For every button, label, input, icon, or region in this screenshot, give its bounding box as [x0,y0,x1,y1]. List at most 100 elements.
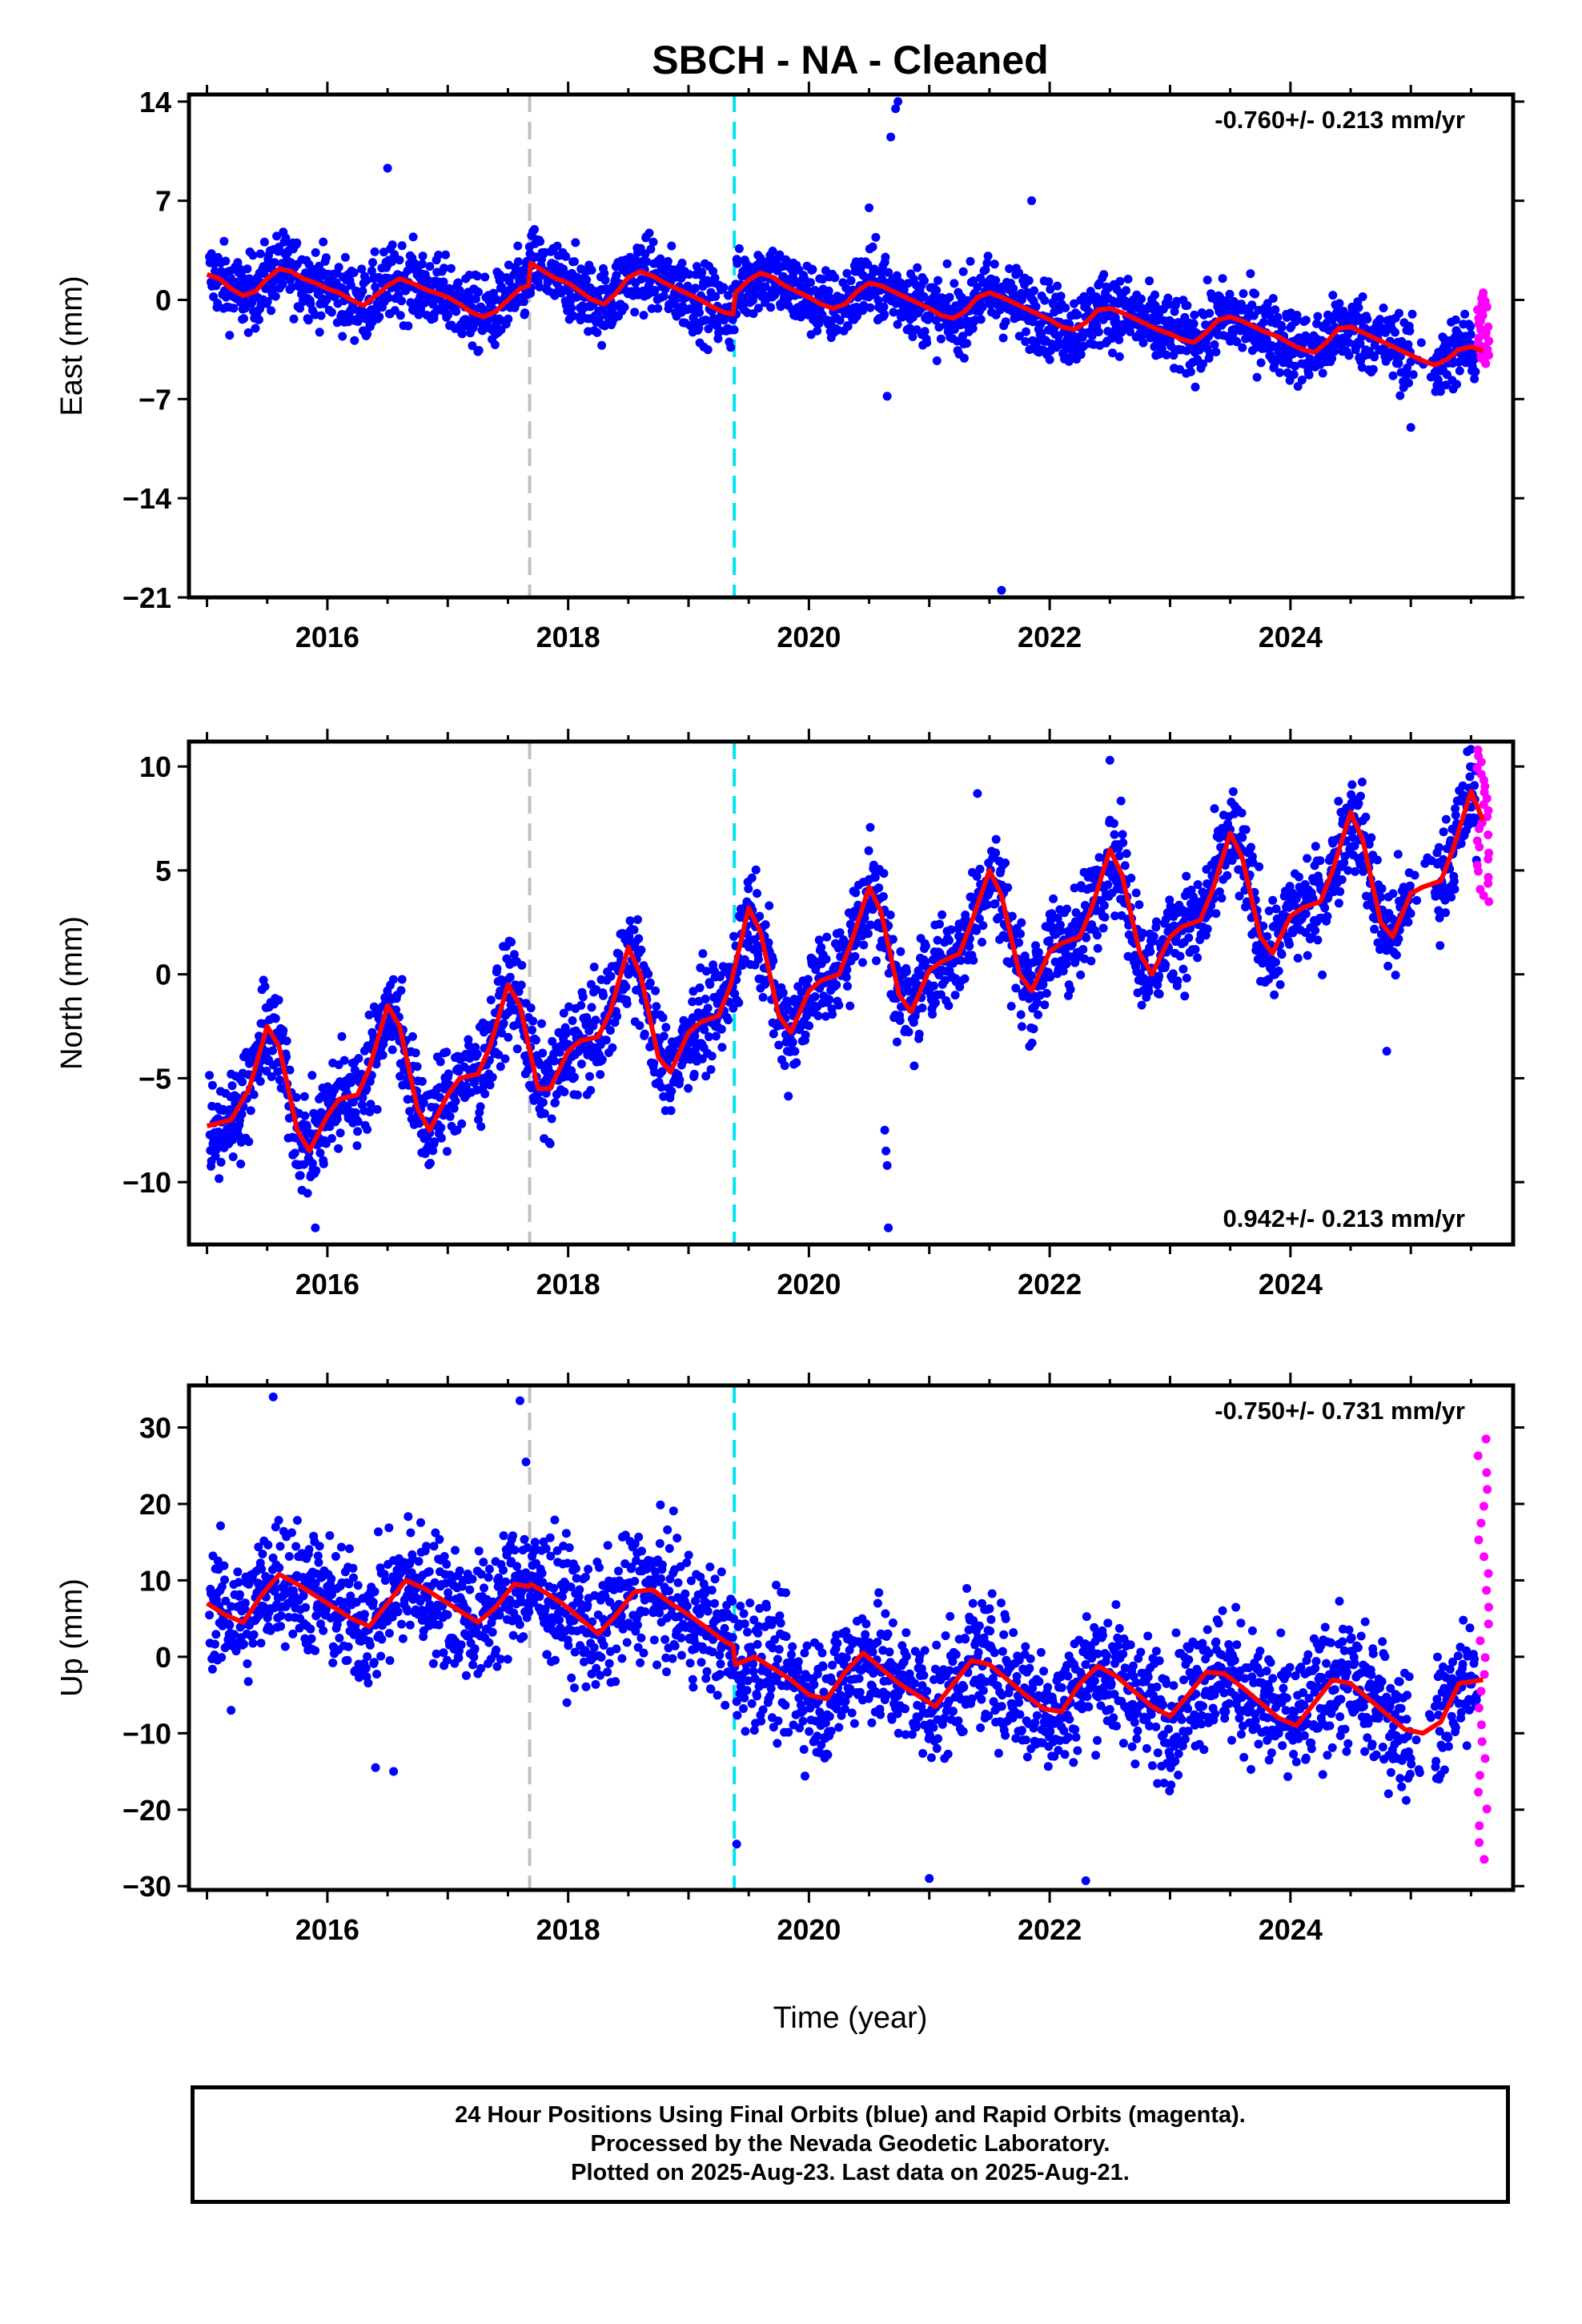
data-point [1303,854,1312,863]
data-point [858,958,867,967]
data-point [303,1188,312,1198]
data-point [255,1076,265,1086]
data-point [813,1011,823,1020]
data-point [319,237,328,247]
y-tick-label: 0 [155,284,171,317]
data-point [1211,909,1221,919]
data-point [958,267,968,276]
data-point [724,291,733,300]
data-point [315,328,324,337]
data-point [248,251,258,260]
data-point [784,1092,793,1101]
data-point [879,302,889,312]
data-point [969,276,978,286]
data-point [1271,305,1280,315]
data-point [1078,945,1088,954]
data-point [270,258,279,267]
data-point [327,308,336,317]
data-point [1367,833,1376,842]
data-point [1114,335,1124,344]
data-point [850,951,860,961]
data-point [1146,947,1155,956]
data-point [880,310,889,320]
data-point [526,1003,536,1013]
data-point [1080,901,1090,910]
data-point [287,283,296,292]
data-point [244,1137,254,1147]
outlier-point [1027,196,1037,206]
data-point [537,1019,546,1028]
data-point [215,1174,224,1184]
data-point [597,340,607,350]
data-point [289,314,299,324]
data-point [1466,330,1476,340]
data-point [439,277,448,287]
data-point [1395,391,1405,400]
data-point [706,1065,716,1074]
data-point [1377,884,1387,894]
data-point [1076,970,1086,979]
data-point [1001,858,1010,867]
data-point [292,238,302,247]
data-point [1368,364,1378,374]
data-point [872,956,881,966]
data-point [1122,849,1131,858]
data-point [216,1157,226,1167]
data-point [1275,980,1285,989]
data-point [1357,778,1367,786]
data-point [363,329,372,339]
data-point [868,242,877,251]
data-point [646,244,656,254]
data-point [685,270,694,279]
data-point [881,252,890,262]
data-point [1062,904,1072,914]
data-point [1093,943,1102,953]
data-point [445,1112,455,1121]
data-point [969,955,978,965]
data-point [271,292,280,301]
data-point [536,237,545,247]
data-point [1375,315,1384,324]
data-point [591,1015,600,1025]
data-point [1203,275,1212,285]
data-point [372,1104,382,1114]
data-point [599,991,608,1000]
data-point [810,992,820,1001]
data-point [978,921,988,931]
y-tick-label: 7 [155,185,171,218]
data-point [667,241,677,251]
data-point [858,271,868,280]
data-point [692,262,701,271]
data-point [973,283,982,292]
data-point [1027,1038,1037,1047]
data-point [932,356,942,365]
data-point [567,304,576,313]
data-point [225,331,235,340]
data-point [504,1032,513,1042]
y-tick-label: 14 [139,86,171,119]
outlier-point [383,163,392,173]
data-point [1173,976,1182,986]
data-point [856,263,865,273]
data-point [733,259,742,268]
data-point [480,1089,490,1099]
data-point [513,241,523,251]
data-point [1178,964,1188,974]
data-point [1238,833,1247,842]
data-point [387,257,396,267]
data-point [710,273,720,283]
data-point [1328,291,1338,300]
data-point [652,1002,661,1011]
data-point [207,1080,217,1090]
data-point [698,949,708,959]
data-point [600,275,610,285]
data-point [1395,308,1403,318]
data-point [769,956,778,966]
data-point [913,263,922,272]
data-point [753,304,763,313]
data-point [1372,855,1382,865]
data-point [1151,917,1161,927]
data-point [363,1124,372,1134]
data-point [605,1026,615,1035]
data-point [633,915,642,924]
